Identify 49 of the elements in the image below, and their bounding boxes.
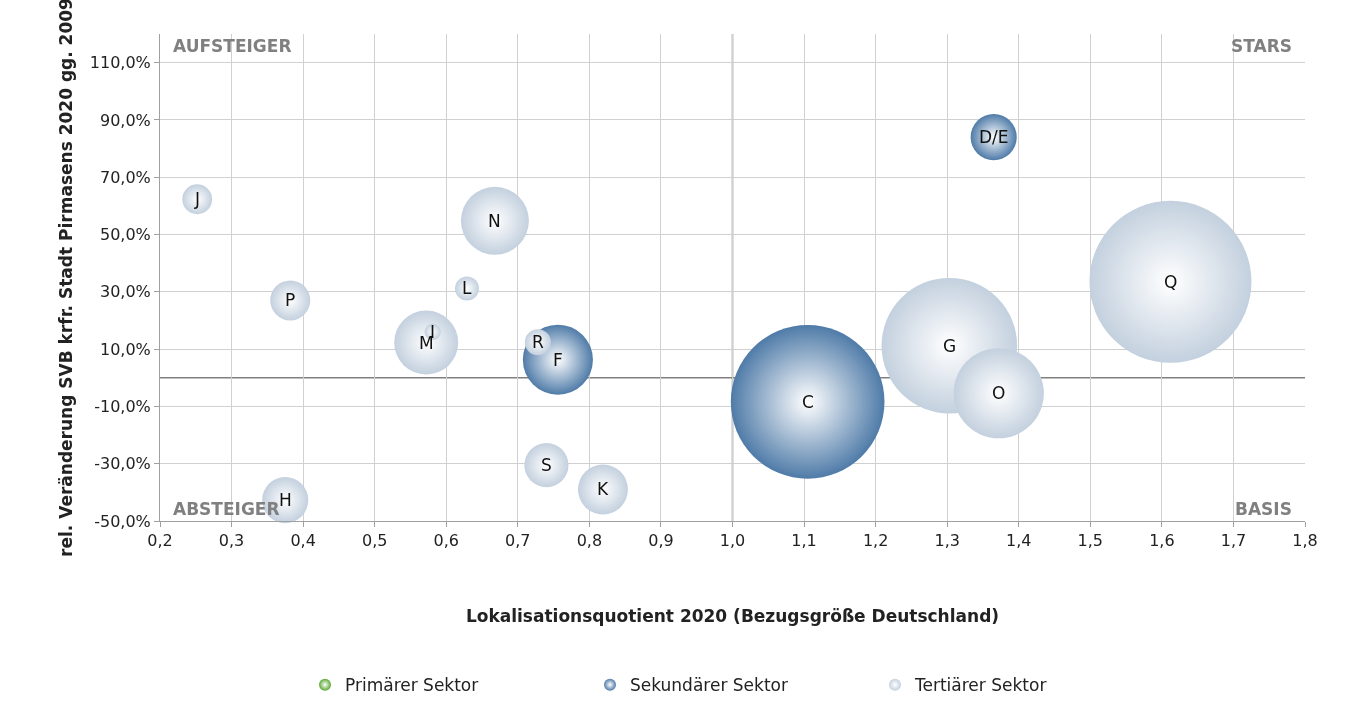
legend-label: Sekundärer Sektor: [630, 675, 788, 696]
y-tick-label: 30,0%: [99, 282, 151, 302]
y-tick-label: 10,0%: [99, 339, 151, 359]
annotation: STARS: [1231, 36, 1293, 56]
y-tick-label: -10,0%: [94, 397, 151, 417]
x-tick-label: 0,8: [576, 531, 603, 551]
x-tick-label: 0,5: [361, 531, 388, 551]
x-tick-label: 1,3: [934, 531, 960, 551]
annotation: K: [597, 479, 609, 499]
y-tick-label: 70,0%: [99, 167, 151, 187]
annotation: P: [285, 290, 296, 310]
x-tick-label: 0,6: [433, 531, 459, 551]
annotation: J: [194, 189, 201, 209]
x-tick-label: 0,7: [505, 531, 531, 551]
annotation: BASIS: [1235, 499, 1292, 519]
x-tick-label: 0,3: [218, 531, 245, 551]
legend-label: Tertiärer Sektor: [914, 675, 1047, 696]
y-tick-label: 50,0%: [99, 225, 151, 245]
x-tick-label: 1,1: [791, 531, 817, 551]
annotation: S: [541, 455, 552, 475]
x-tick-label: 1,4: [1006, 531, 1032, 551]
annotation: AUFSTEIGER: [173, 36, 292, 56]
annotation: G: [943, 336, 957, 356]
x-tick-label: 1,8: [1292, 531, 1318, 551]
annotation: ABSTEIGER: [173, 499, 280, 519]
x-tick-label: 1,7: [1220, 531, 1247, 551]
x-tick-label: 1,5: [1077, 531, 1104, 551]
legend-label: Primärer Sektor: [345, 675, 479, 696]
y-tick-label: -30,0%: [94, 454, 151, 474]
x-tick-label: 0,9: [648, 531, 674, 551]
annotation: N: [488, 211, 501, 231]
annotation: O: [992, 383, 1006, 403]
x-tick-label: 1,2: [862, 531, 889, 551]
x-tick-label: 1,0: [719, 531, 746, 551]
y-tick-label: 90,0%: [99, 110, 151, 130]
x-axis-title: Lokalisationsquotient 2020 (Bezugsgröße Deutschland): [465, 605, 1000, 626]
annotation: D/E: [979, 127, 1009, 147]
y-tick-label: 110,0%: [89, 53, 151, 73]
annotation: R: [532, 332, 544, 352]
annotation: F: [553, 350, 563, 370]
annotation: L: [462, 278, 472, 298]
annotation: C: [802, 392, 814, 412]
y-tick-label: -50,0%: [94, 511, 151, 531]
y-axis-title: rel. Veränderung SVB krfr. Stadt Pirmasens 2020 gg. 2009: [56, 0, 77, 557]
annotation: H: [279, 490, 292, 510]
x-tick-label: 0,2: [147, 531, 173, 551]
annotation: Q: [1164, 272, 1178, 292]
x-tick-label: 0,4: [290, 531, 316, 551]
x-tick-label: 1,6: [1149, 531, 1175, 551]
